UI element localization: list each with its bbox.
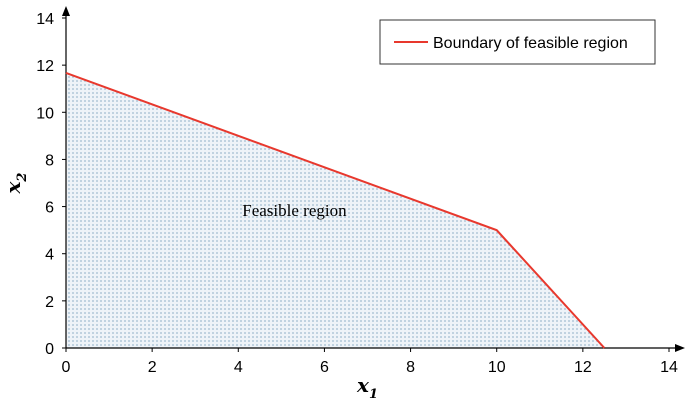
y-axis-arrow [62, 6, 70, 16]
feasible-region-label: Feasible region [242, 201, 347, 220]
series-layer [65, 71, 606, 349]
y-tick-label: 8 [45, 152, 54, 169]
x-tick-label: 6 [320, 359, 329, 376]
x-tick-label: 8 [406, 359, 415, 376]
y-axis-title: x2 [1, 173, 30, 195]
y-axis-title-base: x [1, 180, 25, 194]
y-tick-label: 14 [36, 11, 54, 28]
x-tick-label: 14 [660, 359, 678, 376]
axes [62, 6, 685, 352]
x-tick-label: 12 [574, 359, 592, 376]
y-axis-title-subscript: 2 [15, 173, 30, 183]
x-tick-label: 10 [488, 359, 506, 376]
y-tick-label: 4 [45, 247, 54, 264]
y-tick-label: 2 [45, 294, 54, 311]
y-tick-label: 12 [36, 58, 54, 75]
x-tick-label: 2 [148, 359, 157, 376]
y-tick-label: 6 [45, 200, 54, 217]
y-tick-label: 0 [45, 341, 54, 358]
legend: Boundary of feasible region [379, 19, 656, 65]
x-tick-label: 4 [234, 359, 243, 376]
y-tick-label: 10 [36, 105, 54, 122]
x-axis-arrow [675, 344, 685, 352]
feasible-region-area [66, 72, 605, 349]
feasible-region-layer [66, 72, 605, 349]
x-axis-title-subscript: 1 [369, 387, 378, 402]
legend-label: Boundary of feasible region [433, 35, 628, 52]
x-axis-title: x1 [356, 373, 378, 402]
x-axis-title-base: x [356, 373, 370, 397]
tick-labels: 0 2 4 6 8 10 12 14 0 2 4 6 8 10 12 14 [36, 11, 678, 376]
x-tick-label: 0 [62, 359, 71, 376]
boundary-line [65, 71, 606, 349]
